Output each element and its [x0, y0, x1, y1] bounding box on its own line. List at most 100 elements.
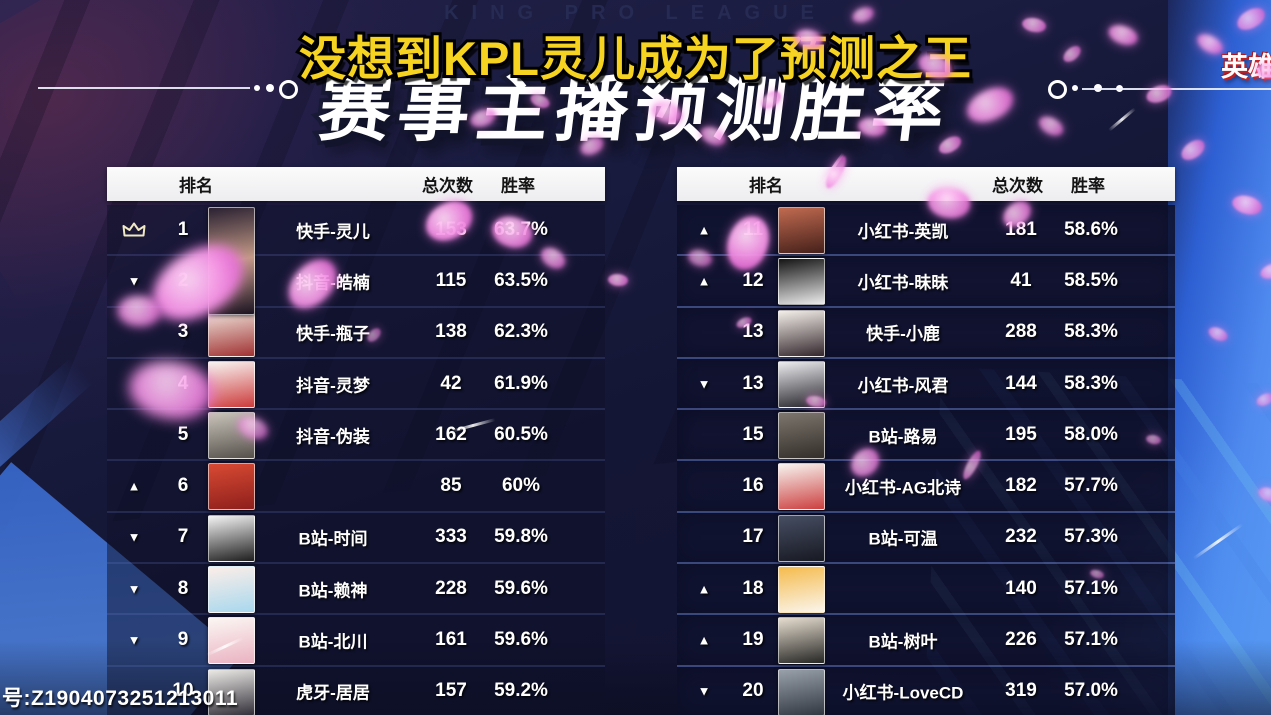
avatar	[778, 668, 825, 715]
rank-cell: 9	[177, 629, 189, 651]
streamer-name-cell: 小红书-昧昧	[857, 273, 949, 293]
petal	[1177, 136, 1209, 164]
win-rate-cell: 57.1%	[1064, 577, 1118, 599]
rank-cell: 17	[742, 526, 764, 548]
table-row: 17 B站-可温 232 57.3%	[677, 512, 1175, 565]
petal	[1020, 15, 1048, 35]
total-count-cell: 85	[440, 475, 462, 497]
avatar	[778, 258, 825, 306]
petal	[962, 82, 1018, 128]
total-count-cell: 232	[1005, 526, 1037, 548]
avatar	[778, 360, 825, 408]
total-count-cell: 195	[1005, 423, 1037, 445]
light-streak	[1192, 523, 1244, 560]
win-rate-cell: 57.1%	[1064, 629, 1118, 651]
win-rate-cell: 58.3%	[1064, 372, 1118, 394]
win-rate-cell: 57.7%	[1064, 475, 1118, 497]
table-row: ▲ 6 85 60%	[107, 461, 605, 513]
corner-watermark-badge: 英雄	[1221, 52, 1271, 82]
total-count-cell: 226	[1005, 629, 1037, 651]
table-row: ▲ 11 小红书-英凯 181 58.6%	[677, 205, 1175, 257]
background-blue-bar	[0, 357, 94, 477]
streamer-name-cell: B站-路易	[868, 427, 938, 447]
streamer-name-cell: 小红书-英凯	[857, 222, 949, 242]
light-streak	[1108, 107, 1136, 132]
table-row: 15 B站-路易 195 58.0%	[677, 410, 1175, 462]
deco-dot	[1072, 85, 1078, 91]
total-count-cell: 157	[435, 680, 467, 702]
table-header: 排名 总次数 胜率	[677, 167, 1175, 201]
header-total: 总次数	[422, 176, 473, 196]
header-rate: 胜率	[501, 176, 535, 196]
petal	[1060, 43, 1084, 65]
rank-cell: 16	[742, 475, 764, 497]
table-row: ▼ 7 B站-时间 333 59.8%	[107, 512, 605, 565]
rank-cell: 1	[177, 218, 189, 240]
petal	[1258, 261, 1271, 281]
streamer-name-cell: 快手-小鹿	[866, 324, 940, 344]
rank-cell: 15	[742, 423, 764, 445]
table-row: 13 快手-小鹿 288 58.3%	[677, 307, 1175, 359]
header-rate: 胜率	[1071, 176, 1105, 196]
avatar	[778, 617, 825, 665]
streamer-name-cell: 快手-灵儿	[296, 222, 370, 242]
streamer-name-cell: 小红书-LoveCD	[842, 683, 964, 703]
total-count-cell: 333	[435, 526, 467, 548]
total-count-cell: 153	[435, 218, 467, 240]
rank-cell: 8	[177, 577, 189, 599]
background-blue-band	[1168, 0, 1271, 715]
table-row: 5 抖音-伪装 162 60.5%	[107, 410, 605, 462]
win-rate-cell: 59.8%	[494, 526, 548, 548]
arrow-down-icon: ▼	[127, 632, 141, 648]
header-rank: 排名	[749, 176, 783, 196]
total-count-cell: 115	[435, 269, 467, 291]
arrow-up-icon: ▲	[697, 581, 711, 597]
table-header: 排名 总次数 胜率	[107, 167, 605, 201]
avatar	[208, 207, 255, 315]
streamer-name-cell: 抖音-灵梦	[296, 376, 370, 396]
avatar	[208, 617, 255, 665]
arrow-up-icon: ▲	[697, 632, 711, 648]
total-count-cell: 162	[435, 423, 467, 445]
win-rate-cell: 59.2%	[494, 680, 548, 702]
table-row: ▼ 13 小红书-风君 144 58.3%	[677, 358, 1175, 411]
deco-dot	[254, 85, 260, 91]
rank-cell: 6	[177, 475, 189, 497]
rank-cell: 18	[742, 577, 764, 599]
streamer-name-cell: 小红书-风君	[857, 376, 949, 396]
header-total: 总次数	[992, 176, 1043, 196]
streamer-name-cell: 小红书-AG北诗	[844, 478, 962, 498]
win-rate-cell: 61.9%	[494, 372, 548, 394]
streamer-name-cell: B站-树叶	[868, 632, 938, 652]
table-row: 16 小红书-AG北诗 182 57.7%	[677, 461, 1175, 513]
petal	[1035, 111, 1067, 141]
total-count-cell: 161	[435, 629, 467, 651]
win-rate-cell: 59.6%	[494, 577, 548, 599]
total-count-cell: 42	[440, 372, 462, 394]
rank-cell: 20	[742, 680, 764, 702]
petal	[1206, 323, 1230, 345]
win-rate-cell: 58.0%	[1064, 423, 1118, 445]
arrow-down-icon: ▼	[127, 581, 141, 597]
streamer-name-cell: B站-北川	[298, 632, 368, 652]
avatar	[208, 566, 255, 614]
win-rate-cell: 59.6%	[494, 629, 548, 651]
arrow-up-icon: ▲	[697, 273, 711, 289]
rank-cell: 7	[177, 526, 189, 548]
arrow-down-icon: ▼	[127, 529, 141, 545]
total-count-cell: 319	[1005, 680, 1037, 702]
arrow-down-icon: ▼	[697, 683, 711, 699]
streamer-name-cell: B站-时间	[298, 529, 368, 549]
deco-line-left	[38, 87, 250, 89]
avatar	[778, 463, 825, 511]
win-rate-cell: 62.3%	[494, 321, 548, 343]
total-count-cell: 228	[435, 577, 467, 599]
ranking-table-right: 排名 总次数 胜率 ▲ 11 小红书-英凯 181 58.6% ▲ 12 小红书-昧昧 41 58…	[677, 167, 1175, 715]
table-row: ▼ 8 B站-赖神 228 59.6%	[107, 564, 605, 616]
streamer-name-cell: 抖音-伪装	[296, 427, 370, 447]
deco-ring	[1048, 80, 1067, 99]
table-row: 1 快手-灵儿 153 63.7%	[107, 205, 605, 315]
win-rate-cell: 57.0%	[1064, 680, 1118, 702]
table-row: ▲ 12 小红书-昧昧 41 58.5%	[677, 256, 1175, 308]
table-row: ▼ 9 B站-北川 161 59.6%	[107, 615, 605, 667]
